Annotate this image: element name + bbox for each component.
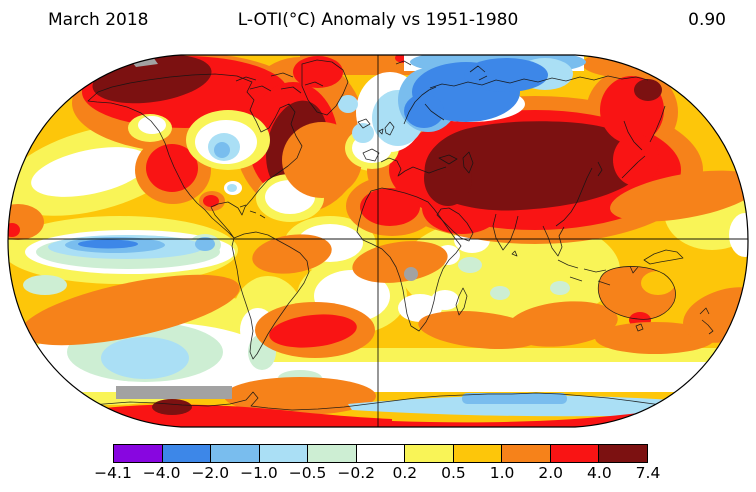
southern-warm <box>8 204 748 358</box>
legend-cell-white <box>355 445 405 462</box>
great-lakes-cool <box>128 110 324 222</box>
legend-cell-maroon <box>598 445 648 462</box>
legend-label-9: 2.0 <box>538 464 564 482</box>
legend-label-3: −1.0 <box>240 464 278 482</box>
legend-cell-yellow <box>404 445 453 462</box>
legend-cell-paleblue <box>258 445 308 462</box>
legend-label-5: −0.2 <box>337 464 375 482</box>
legend-labels: −4.1 −4.0 −2.0 −1.0 −0.5 −0.2 0.2 0.5 1.… <box>94 464 660 484</box>
legend-label-6: 0.2 <box>392 464 418 482</box>
legend-label-2: −2.0 <box>191 464 230 482</box>
legend-cell-purple <box>114 445 162 462</box>
legend-label-4: −0.5 <box>288 464 327 482</box>
la-nina-band <box>48 235 215 379</box>
projection-outline <box>7 54 749 428</box>
legend-label-0: −4.1 <box>94 464 132 482</box>
legend-label-8: 1.0 <box>489 464 515 482</box>
coastlines <box>51 59 714 416</box>
siberia-cold <box>338 55 586 169</box>
missing-data-patches <box>116 57 418 399</box>
global-mean-value: 0.90 <box>688 10 726 30</box>
color-scale-legend: −4.1 −4.0 −2.0 −1.0 −0.5 −0.2 0.2 0.5 1.… <box>94 444 660 484</box>
graticule <box>8 55 748 427</box>
month-label: March 2018 <box>48 10 149 30</box>
legend-label-1: −4.0 <box>142 464 181 482</box>
legend-cell-blue <box>161 445 211 462</box>
color-scale-bar <box>113 444 648 463</box>
legend-cell-orange <box>501 445 550 462</box>
legend-cell-red <box>549 445 599 462</box>
anomaly-field <box>8 55 748 427</box>
eurasia-warm <box>282 68 748 244</box>
legend-cell-gold <box>452 445 502 462</box>
legend-cell-lightblue <box>210 445 259 462</box>
legend-label-7: 0.5 <box>441 464 466 482</box>
legend-label-10: 4.0 <box>587 464 612 482</box>
legend-cell-mint <box>307 445 356 462</box>
map-title: L-OTI(°C) Anomaly vs 1951-1980 <box>237 10 519 30</box>
legend-label-11: 7.4 <box>635 464 661 482</box>
